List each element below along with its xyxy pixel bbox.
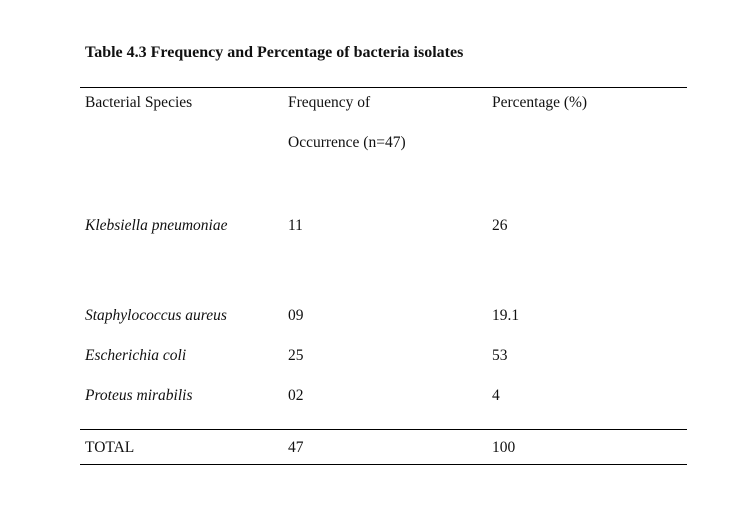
header-percentage: Percentage (%) [492,94,588,111]
header-frequency-line2: Occurrence (n=47) [288,134,406,151]
frequency-cell: 25 [288,347,304,364]
species-cell: Staphylococcus aureus [85,307,227,324]
total-percentage: 100 [492,439,516,456]
percentage-cell: 53 [492,347,508,364]
table-total-row: TOTAL 47 100 [85,438,685,457]
species-cell: Escherichia coli [85,347,187,364]
species-cell: Klebsiella pneumoniae [85,217,228,234]
table-title: Table 4.3 Frequency and Percentage of ba… [85,44,464,61]
header-frequency-line1: Frequency of [288,94,371,111]
table-row: Klebsiella pneumoniae 11 26 [85,216,685,235]
table-row: Escherichia coli 25 53 [85,346,685,365]
frequency-cell: 09 [288,307,304,324]
header-bacterial-species: Bacterial Species [85,94,193,111]
frequency-cell: 11 [288,217,303,234]
header-col1-empty [85,133,288,152]
species-cell: Proteus mirabilis [85,387,193,404]
table-bottom-rule [80,464,687,465]
percentage-cell: 4 [492,387,500,404]
total-label: TOTAL [85,439,135,456]
table-header-row-line2: Occurrence (n=47) [85,133,685,152]
table-row: Staphylococcus aureus 09 19.1 [85,306,685,325]
table-header-row: Bacterial Species Frequency of Percentag… [85,93,685,112]
percentage-cell: 26 [492,217,508,234]
table-total-rule [80,429,687,430]
header-col3-empty [492,133,685,152]
table-row: Proteus mirabilis 02 4 [85,386,685,405]
table-top-rule [80,87,687,88]
total-frequency: 47 [288,439,304,456]
frequency-cell: 02 [288,387,304,404]
percentage-cell: 19.1 [492,307,520,324]
